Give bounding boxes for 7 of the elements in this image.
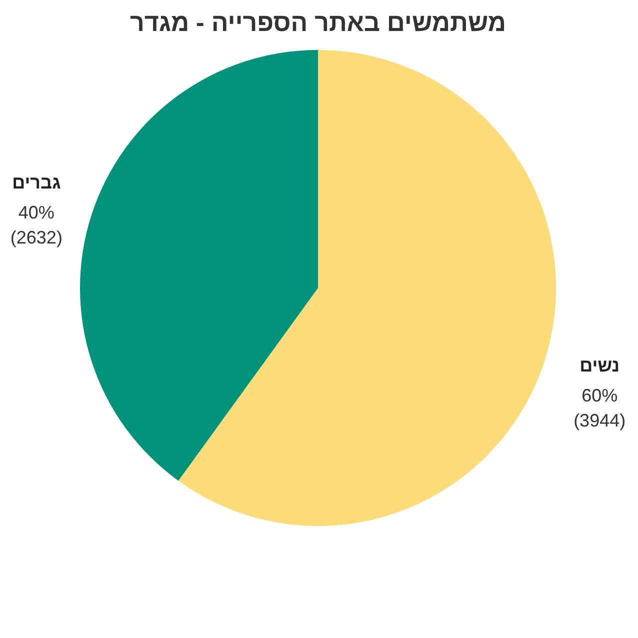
pie-slice [178, 50, 556, 526]
slice-label: נשים [580, 355, 620, 376]
chart-title: משתמשים באתר הספרייה - מגדר [130, 9, 506, 37]
slice-label: גברים [12, 172, 62, 193]
pie-slice [80, 50, 318, 481]
data-label: 60% (3944) [574, 385, 626, 430]
data-label: 40% (2632) [10, 202, 62, 248]
